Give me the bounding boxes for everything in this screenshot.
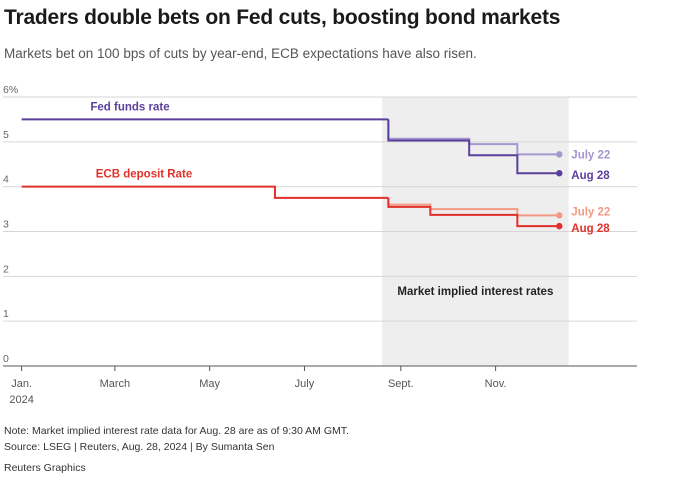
label-ecb-deposit-rate: ECB deposit Rate bbox=[96, 169, 193, 181]
x-tick-label: Sept. bbox=[388, 378, 414, 390]
y-tick-label: 6% bbox=[3, 84, 18, 96]
label-fed-aug-28: Aug 28 bbox=[571, 170, 610, 182]
series-line-fed-aug-28 bbox=[387, 119, 560, 175]
x-tick-label: March bbox=[100, 378, 131, 390]
y-tick-label: 2 bbox=[3, 263, 9, 275]
x-axis: Jan. 2024 March May July Sept. Nov. bbox=[9, 366, 506, 406]
source-line: Source: LSEG | Reuters, Aug. 28, 2024 | … bbox=[4, 441, 275, 453]
y-tick-label: 5 bbox=[3, 129, 9, 141]
label-ecb-july-22: July 22 bbox=[571, 206, 610, 218]
shaded-region-label: Market implied interest rates bbox=[397, 286, 553, 298]
chart-subtitle: Markets bet on 100 bps of cuts by year-e… bbox=[4, 46, 477, 61]
series-layer bbox=[21, 118, 563, 230]
x-tick-label: July bbox=[295, 378, 315, 390]
series-line-ecb-deposit-rate bbox=[21, 185, 389, 199]
series-endpoint-fed-july-22 bbox=[556, 151, 563, 158]
label-layer: Fed funds rate ECB deposit Rate July 22 Aug… bbox=[90, 101, 610, 298]
x-tick-label: May bbox=[199, 378, 220, 390]
x-tick-label: Jan. bbox=[11, 378, 32, 390]
gridline-layer bbox=[3, 96, 637, 367]
label-fed-funds-rate: Fed funds rate bbox=[90, 101, 169, 113]
footnote: Note: Market implied interest rate data … bbox=[4, 425, 349, 437]
y-tick-label: 0 bbox=[3, 353, 9, 365]
x-tick-label: Nov. bbox=[485, 378, 507, 390]
y-tick-label: 3 bbox=[3, 219, 9, 231]
rates-chart: 0 1 2 3 4 5 6% Jan. 2024 March May July Sept. Nov. F… bbox=[3, 84, 637, 406]
series-line-ecb-aug-28 bbox=[387, 197, 560, 228]
series-endpoint-ecb-july-22 bbox=[556, 212, 563, 219]
y-tick-label: 4 bbox=[3, 174, 9, 186]
y-axis-ticks: 0 1 2 3 4 5 6% bbox=[3, 84, 18, 365]
label-fed-july-22: July 22 bbox=[571, 149, 610, 161]
x-tick-sublabel: 2024 bbox=[9, 394, 33, 406]
y-tick-label: 1 bbox=[3, 308, 9, 320]
chart-title: Traders double bets on Fed cuts, boostin… bbox=[4, 6, 561, 29]
series-endpoint-ecb-aug-28 bbox=[556, 222, 563, 230]
series-endpoint-fed-aug-28 bbox=[556, 170, 563, 177]
credit-line: Reuters Graphics bbox=[4, 462, 86, 474]
label-ecb-aug-28: Aug 28 bbox=[571, 223, 610, 235]
